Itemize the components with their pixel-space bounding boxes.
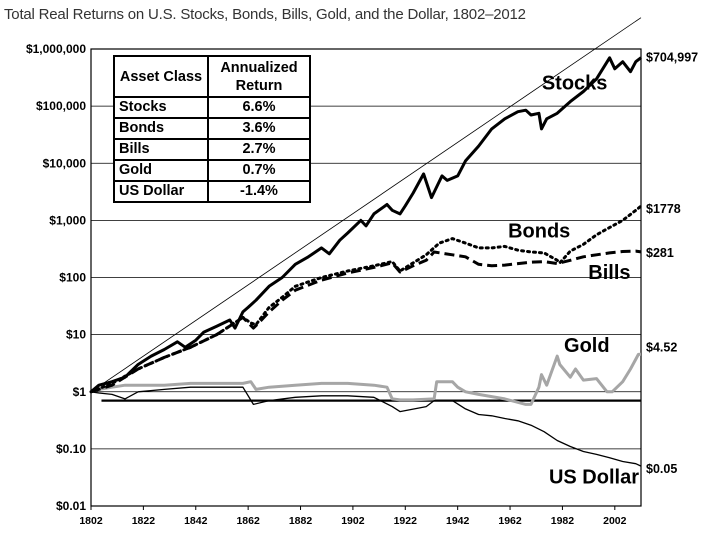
y-tick-label: $1,000 xyxy=(49,213,86,227)
series-line-bills xyxy=(90,249,642,394)
asset-return: 6.6% xyxy=(207,96,311,119)
series-labels: Stocks Bonds Bills Gold US Dollar xyxy=(508,73,639,489)
series-line-us-dollar xyxy=(90,386,642,467)
y-tick-label: $1 xyxy=(73,385,87,399)
asset-return: 3.6% xyxy=(207,117,311,140)
x-tick-label: 1882 xyxy=(289,515,313,527)
x-tick-label: 1842 xyxy=(184,515,208,527)
header-asset-class: Asset Class xyxy=(113,55,209,98)
asset-return: 0.7% xyxy=(207,159,311,182)
y-axis: $0.01 $0.10 $1 $10 $100 $1,000 $10,000 $100,000… xyxy=(26,42,86,513)
x-tick-label: 1902 xyxy=(341,515,365,527)
series-line-bonds xyxy=(89,204,643,394)
y-tick-label: $10,000 xyxy=(43,156,87,170)
series-label-bills: Bills xyxy=(588,262,630,284)
x-tick-label: 1862 xyxy=(236,515,260,527)
x-tick-label: 1962 xyxy=(498,515,522,527)
series-label-stocks: Stocks xyxy=(542,73,608,95)
series-label-gold: Gold xyxy=(564,335,610,357)
y-tick-label: $100 xyxy=(59,271,86,285)
table-header-row: Asset Class Annualized Return xyxy=(113,55,311,98)
asset-return: 2.7% xyxy=(207,138,311,161)
end-value-bills: $281 xyxy=(646,246,674,260)
x-axis: 1802 1822 1842 1862 1882 1902 1922 1942 1962 1982… xyxy=(79,506,627,527)
y-tick-label: $100,000 xyxy=(36,99,86,113)
x-tick-label: 1802 xyxy=(79,515,103,527)
series-label-bonds: Bonds xyxy=(508,221,570,243)
end-value-us-dollar: $0.05 xyxy=(646,462,677,476)
y-tick-label: $0.01 xyxy=(56,499,86,513)
table-row: US Dollar -1.4% xyxy=(113,180,311,203)
table-row: Stocks 6.6% xyxy=(113,96,311,119)
end-value-bonds: $1778 xyxy=(646,202,681,216)
table-row: Bonds 3.6% xyxy=(113,117,311,140)
asset-name: Gold xyxy=(113,159,209,182)
y-tick-label: $1,000,000 xyxy=(26,42,86,56)
table-row: Gold 0.7% xyxy=(113,159,311,182)
chart-title: Total Real Returns on U.S. Stocks, Bonds… xyxy=(4,6,526,23)
asset-name: Stocks xyxy=(113,96,209,119)
y-tick-label: $10 xyxy=(66,328,86,342)
x-tick-label: 1942 xyxy=(446,515,470,527)
asset-name: Bills xyxy=(113,138,209,161)
series-label-us-dollar: US Dollar xyxy=(549,466,639,488)
series-group xyxy=(89,17,643,467)
stocks-trend-line xyxy=(90,17,642,393)
header-annualized-return: Annualized Return xyxy=(207,55,311,98)
asset-return: -1.4% xyxy=(207,180,311,203)
asset-name: Bonds xyxy=(113,117,209,140)
asset-name: US Dollar xyxy=(113,180,209,203)
end-value-stocks: $704,997 xyxy=(646,51,698,65)
end-value-gold: $4.52 xyxy=(646,340,677,354)
series-line-stocks xyxy=(90,56,642,393)
x-tick-label: 1982 xyxy=(551,515,575,527)
series-line-gold xyxy=(90,352,642,406)
returns-table: Asset Class Annualized Return Stocks 6.6%… xyxy=(113,55,311,203)
y-tick-label: $0.10 xyxy=(56,442,86,456)
x-tick-label: 1822 xyxy=(132,515,156,527)
x-tick-label: 2002 xyxy=(603,515,627,527)
x-tick-label: 1922 xyxy=(394,515,418,527)
end-labels: $704,997 $1778 $281 $4.52 $0.05 xyxy=(646,51,698,476)
table-row: Bills 2.7% xyxy=(113,138,311,161)
